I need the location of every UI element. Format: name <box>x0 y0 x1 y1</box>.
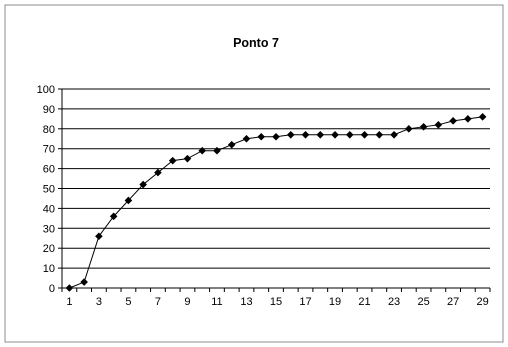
data-point-12 <box>227 140 236 149</box>
x-tick-label-23: 23 <box>388 296 400 308</box>
data-point-3 <box>95 232 103 241</box>
x-tick-label-21: 21 <box>358 296 370 308</box>
data-point-15 <box>272 132 280 141</box>
series-group <box>65 113 487 292</box>
data-point-8 <box>168 156 177 165</box>
x-tick-label-5: 5 <box>125 296 131 308</box>
data-point-14 <box>257 132 266 141</box>
y-tick-label-30: 30 <box>43 223 55 235</box>
data-point-18 <box>316 130 325 139</box>
data-point-25 <box>419 123 428 131</box>
x-tick-label-7: 7 <box>155 296 161 308</box>
x-tick-label-25: 25 <box>417 296 429 308</box>
data-point-23 <box>390 130 398 139</box>
data-point-21 <box>360 130 369 139</box>
data-point-26 <box>434 121 443 129</box>
x-tick-label-17: 17 <box>299 296 311 308</box>
x-tick-label-9: 9 <box>184 296 190 308</box>
data-point-6 <box>139 180 147 189</box>
x-tick-label-27: 27 <box>447 296 459 308</box>
chart-frame <box>4 4 504 343</box>
data-point-22 <box>375 130 384 139</box>
data-point-29 <box>478 113 487 121</box>
x-tick-label-11: 11 <box>211 296 222 308</box>
y-tick-label-100: 100 <box>37 84 55 96</box>
grid-lines <box>62 88 490 269</box>
data-point-19 <box>331 130 339 139</box>
data-point-17 <box>301 130 310 139</box>
data-point-2 <box>80 278 88 286</box>
y-tick-label-70: 70 <box>43 144 55 156</box>
data-point-7 <box>154 168 162 177</box>
data-point-1 <box>65 284 74 292</box>
data-point-11 <box>213 146 221 155</box>
data-point-5 <box>124 196 133 205</box>
data-point-27 <box>449 117 457 125</box>
data-point-10 <box>198 146 207 155</box>
x-tick-label-29: 29 <box>476 296 488 308</box>
y-tick-label-90: 90 <box>43 104 55 116</box>
data-point-13 <box>242 134 251 143</box>
axes <box>58 88 491 292</box>
y-tick-label-50: 50 <box>43 184 55 196</box>
x-tick-label-15: 15 <box>270 296 282 308</box>
chart-title: Ponto 7 <box>233 36 279 50</box>
data-point-16 <box>286 130 295 139</box>
y-tick-label-10: 10 <box>43 263 55 275</box>
data-point-4 <box>109 212 118 221</box>
x-tick-label-3: 3 <box>96 296 102 308</box>
y-tick-label-80: 80 <box>43 124 55 136</box>
x-tick-label-13: 13 <box>240 296 252 308</box>
data-point-20 <box>345 130 354 139</box>
y-tick-label-0: 0 <box>49 283 55 295</box>
x-tick-label-1: 1 <box>66 296 72 308</box>
data-point-24 <box>405 125 413 133</box>
y-tick-label-20: 20 <box>43 243 55 255</box>
y-tick-label-60: 60 <box>43 164 55 176</box>
y-tick-label-40: 40 <box>43 203 55 215</box>
data-point-28 <box>464 115 472 123</box>
x-tick-label-19: 19 <box>329 296 341 308</box>
data-point-9 <box>183 154 192 163</box>
